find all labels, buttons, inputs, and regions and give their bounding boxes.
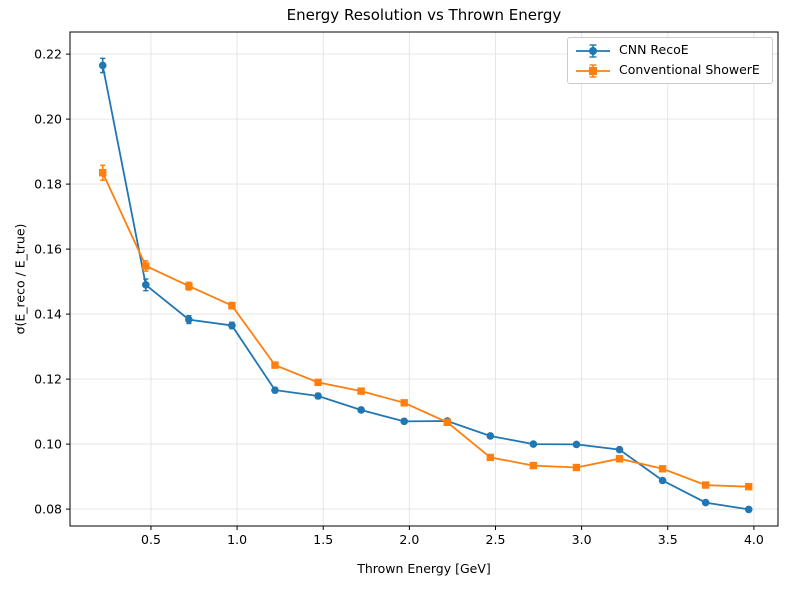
data-point [228,301,236,310]
data-point [314,378,322,387]
legend-errorbar-square-icon [576,63,610,78]
legend-label: CNN RecoE [619,42,689,58]
data-point [400,399,408,407]
x-tick-label: 4.0 [744,532,764,547]
series-cnn-recoe [98,57,753,514]
data-point [615,445,624,454]
data-point [271,361,279,369]
data-point [529,440,538,448]
data-point [98,61,107,70]
data-point [357,406,365,414]
data-point [615,455,624,463]
x-tick-label: 1.0 [227,532,247,547]
plot-border [69,31,779,527]
x-tick-label: 2.0 [399,532,419,547]
series-conventional-showere [99,164,753,491]
chart-title: Energy Resolution vs Thrown Energy [286,6,562,24]
series-line [101,172,749,488]
x-tick-label: 3.0 [572,532,592,547]
data-point [529,461,538,470]
y-tick-label: 0.20 [34,111,62,126]
legend: CNN RecoE Conventional ShowerE [567,37,773,84]
data-point [185,282,193,290]
y-axis-label: σ(E_reco / E_true) [12,223,28,335]
data-point [271,386,279,394]
x-tick-label: 3.5 [658,532,678,547]
x-tick-label: 2.5 [486,532,506,547]
data-point [658,476,667,485]
tick-labels: 0.5 1.0 1.5 2.0 2.5 3.0 3.5 4.0 0.08 0.10 0.12 0.14… [34,46,764,547]
y-tick-label: 0.18 [34,176,62,191]
legend-item-cnn-recoe: CNN RecoE [575,41,765,60]
x-axis-label: Thrown Energy [GeV] [357,561,491,576]
data-point [745,482,753,491]
y-tick-label: 0.22 [34,46,62,61]
data-point [701,481,710,489]
data-point [486,432,495,440]
data-point [701,498,710,507]
axis-ticks [66,53,755,530]
x-tick-label: 1.5 [313,532,333,547]
legend-label: Conventional ShowerE [619,62,760,78]
data-point [314,392,322,400]
y-tick-label: 0.16 [34,241,62,256]
data-point [572,463,581,472]
series-line [101,65,749,511]
legend-errorbar-circle-icon [576,43,610,58]
legend-item-conventional-showere: Conventional ShowerE [575,61,765,80]
data-point [357,387,365,395]
data-point [443,418,451,427]
data-point [400,417,408,426]
data-point [99,169,107,177]
data-point [486,453,495,462]
y-tick-label: 0.08 [34,501,62,516]
data-point [744,505,753,514]
data-point [658,465,667,473]
data-point [141,281,150,289]
data-point [228,321,236,330]
y-tick-label: 0.14 [34,306,62,321]
y-tick-label: 0.12 [34,371,62,386]
x-tick-label: 0.5 [141,532,161,547]
data-point [572,440,581,449]
data-point [142,262,150,270]
y-tick-label: 0.10 [34,436,62,451]
gridlines [70,32,778,526]
data-point [185,315,193,324]
